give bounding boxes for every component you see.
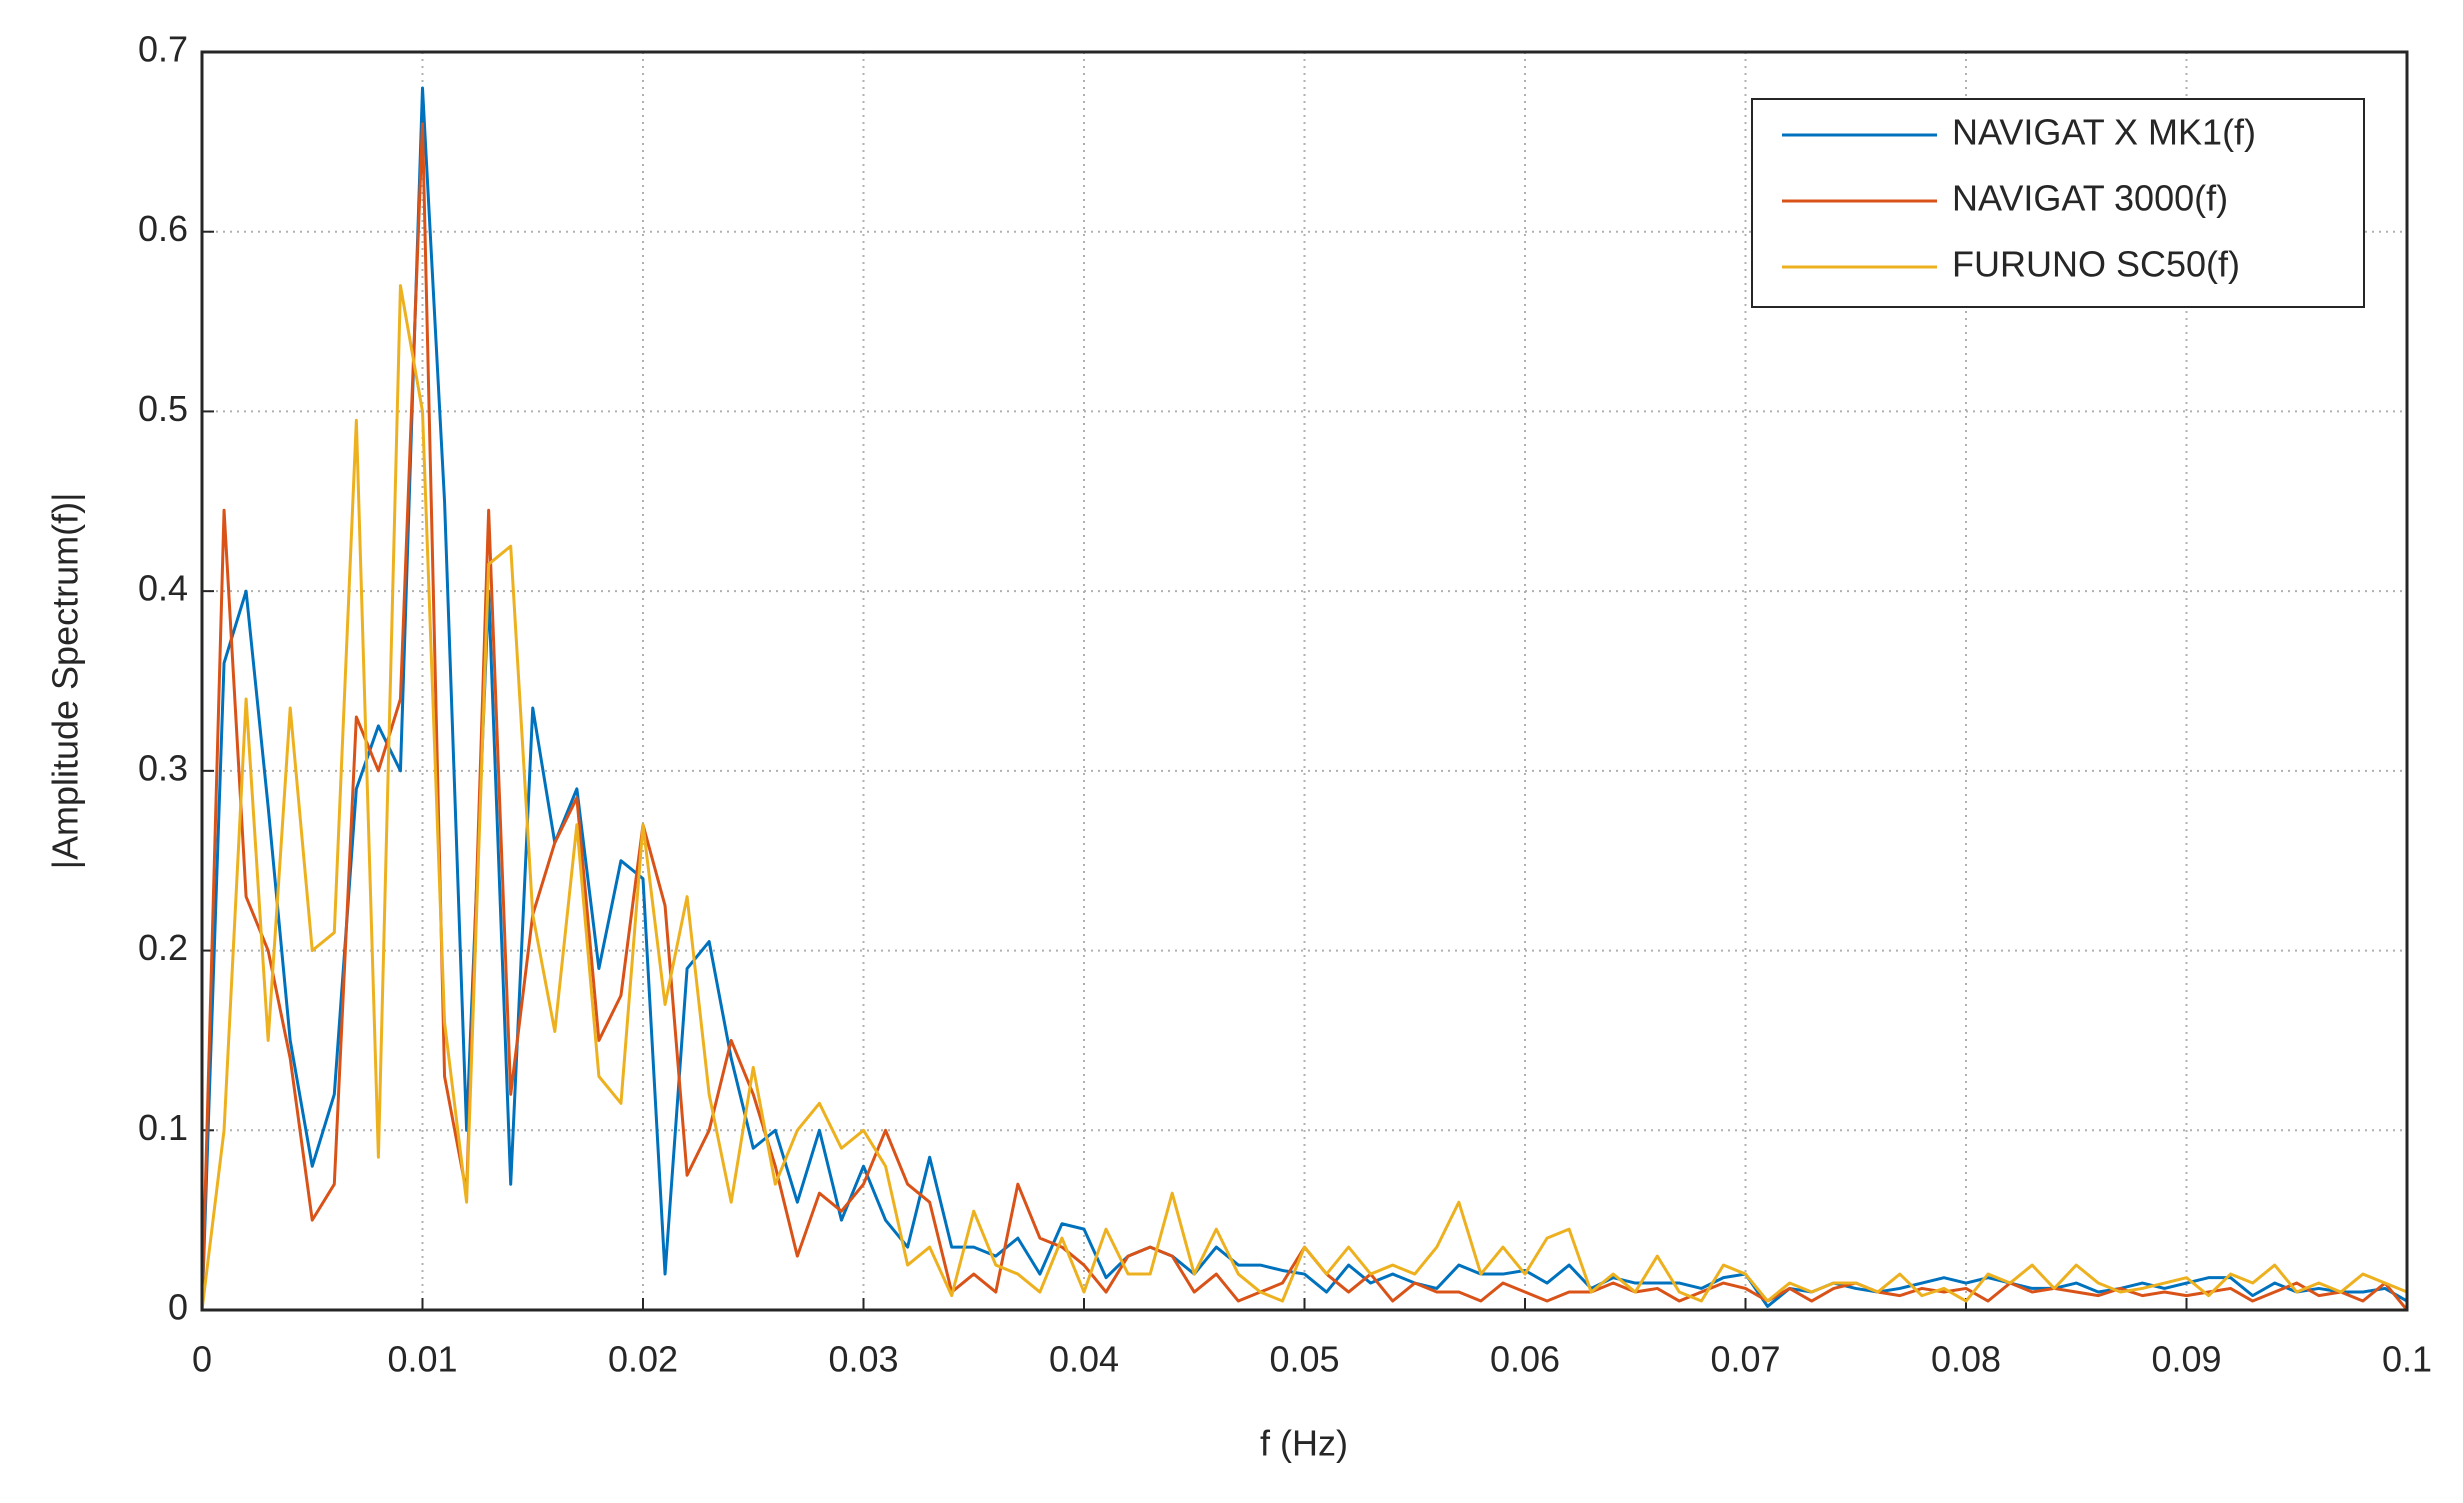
legend-label: NAVIGAT X MK1(f) — [1952, 112, 2256, 153]
x-tick-label: 0.05 — [1269, 1339, 1339, 1380]
y-tick-label: 0.3 — [138, 747, 188, 788]
y-tick-label: 0.4 — [138, 568, 188, 609]
y-tick-label: 0.5 — [138, 388, 188, 429]
legend-label: NAVIGAT 3000(f) — [1952, 178, 2228, 219]
y-tick-label: 0.1 — [138, 1107, 188, 1148]
y-tick-label: 0 — [168, 1287, 188, 1328]
x-tick-label: 0.02 — [608, 1339, 678, 1380]
x-axis-label: f (Hz) — [1260, 1423, 1348, 1464]
x-tick-label: 0.01 — [387, 1339, 457, 1380]
x-tick-label: 0.1 — [2382, 1339, 2432, 1380]
x-tick-label: 0 — [192, 1339, 212, 1380]
legend-label: FURUNO SC50(f) — [1952, 244, 2240, 285]
x-tick-label: 0.06 — [1490, 1339, 1560, 1380]
y-axis-label: |Amplitude Spectrum(f)| — [45, 493, 86, 870]
x-tick-label: 0.07 — [1710, 1339, 1780, 1380]
x-tick-label: 0.08 — [1931, 1339, 2001, 1380]
x-tick-label: 0.04 — [1049, 1339, 1119, 1380]
y-tick-label: 0.2 — [138, 927, 188, 968]
x-tick-label: 0.03 — [828, 1339, 898, 1380]
y-tick-label: 0.6 — [138, 208, 188, 249]
x-tick-label: 0.09 — [2151, 1339, 2221, 1380]
plot-frame — [200, 50, 2409, 1312]
series-line — [200, 86, 2408, 1311]
series-line — [200, 284, 2408, 1311]
y-tick-label: 0.7 — [138, 29, 188, 70]
